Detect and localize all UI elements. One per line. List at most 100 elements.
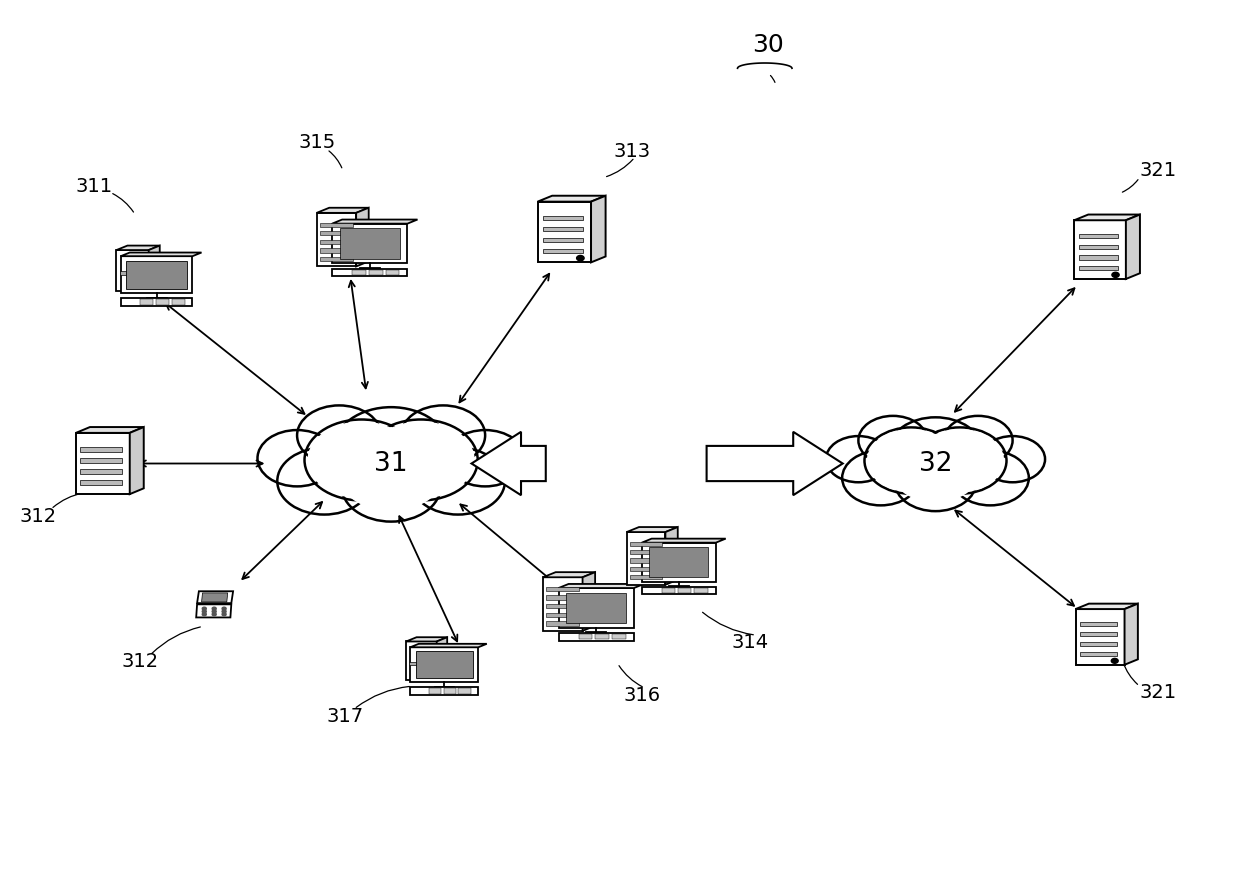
- Circle shape: [868, 430, 955, 492]
- Circle shape: [410, 448, 505, 515]
- Bar: [1080, 643, 1117, 646]
- Bar: [1080, 623, 1117, 626]
- Text: 317: 317: [327, 706, 363, 726]
- Circle shape: [445, 430, 525, 487]
- Polygon shape: [642, 539, 725, 543]
- Bar: [370, 269, 383, 275]
- Polygon shape: [202, 592, 228, 602]
- Bar: [409, 661, 434, 666]
- Bar: [650, 547, 708, 577]
- FancyBboxPatch shape: [120, 298, 192, 306]
- Bar: [613, 634, 626, 639]
- Bar: [630, 541, 662, 546]
- Text: 312: 312: [122, 652, 159, 671]
- Circle shape: [889, 418, 982, 484]
- Polygon shape: [538, 196, 605, 201]
- Polygon shape: [356, 208, 368, 267]
- Bar: [81, 458, 123, 463]
- Circle shape: [335, 407, 448, 488]
- Polygon shape: [76, 427, 144, 433]
- Polygon shape: [583, 572, 595, 630]
- Bar: [538, 201, 591, 262]
- Text: 311: 311: [76, 177, 113, 196]
- Polygon shape: [707, 432, 843, 495]
- Bar: [558, 633, 634, 641]
- Text: 32: 32: [919, 450, 952, 477]
- Bar: [410, 647, 479, 683]
- Text: 312: 312: [20, 507, 57, 525]
- Circle shape: [895, 453, 976, 511]
- Circle shape: [858, 416, 928, 465]
- Bar: [156, 299, 169, 305]
- Bar: [630, 567, 662, 571]
- Polygon shape: [543, 572, 595, 577]
- Circle shape: [363, 419, 477, 501]
- Bar: [543, 238, 583, 242]
- Bar: [543, 227, 583, 231]
- Bar: [1079, 255, 1118, 260]
- Bar: [558, 588, 634, 628]
- Circle shape: [401, 405, 485, 465]
- Bar: [662, 588, 675, 593]
- Bar: [630, 550, 662, 555]
- FancyBboxPatch shape: [410, 687, 479, 695]
- Circle shape: [298, 405, 381, 465]
- Bar: [126, 260, 187, 289]
- Polygon shape: [436, 638, 448, 680]
- Circle shape: [842, 450, 919, 505]
- Polygon shape: [316, 208, 368, 213]
- Bar: [117, 250, 149, 291]
- Bar: [630, 575, 662, 579]
- Circle shape: [212, 608, 216, 610]
- Bar: [678, 588, 692, 593]
- Bar: [444, 688, 456, 693]
- Circle shape: [202, 608, 206, 610]
- Polygon shape: [471, 432, 546, 495]
- Polygon shape: [1126, 215, 1140, 279]
- Polygon shape: [130, 427, 144, 494]
- Bar: [1074, 220, 1126, 279]
- Bar: [642, 587, 715, 594]
- Bar: [320, 257, 353, 261]
- Bar: [81, 448, 123, 452]
- Bar: [332, 268, 408, 276]
- Circle shape: [202, 613, 206, 615]
- Bar: [429, 688, 440, 693]
- Bar: [405, 641, 436, 680]
- Text: 30: 30: [753, 34, 785, 57]
- Bar: [320, 248, 353, 253]
- Polygon shape: [332, 220, 418, 223]
- Bar: [1080, 632, 1117, 637]
- Bar: [1075, 609, 1125, 665]
- Circle shape: [309, 422, 414, 498]
- Text: 314: 314: [732, 633, 769, 652]
- Text: 316: 316: [624, 685, 661, 705]
- Bar: [547, 613, 579, 617]
- Circle shape: [212, 613, 216, 615]
- Polygon shape: [405, 638, 448, 641]
- Text: 313: 313: [614, 141, 651, 161]
- Bar: [547, 622, 579, 625]
- Bar: [459, 688, 471, 693]
- Text: 321: 321: [1140, 683, 1177, 702]
- Bar: [81, 480, 123, 485]
- Bar: [579, 634, 593, 639]
- Circle shape: [944, 416, 1013, 465]
- Bar: [626, 532, 666, 585]
- Bar: [543, 249, 583, 253]
- Text: 321: 321: [1140, 161, 1177, 180]
- Circle shape: [913, 427, 1007, 494]
- Bar: [81, 470, 123, 474]
- Bar: [1079, 266, 1118, 270]
- Circle shape: [222, 610, 226, 613]
- Bar: [630, 558, 662, 562]
- Circle shape: [278, 448, 371, 515]
- Bar: [1080, 653, 1117, 656]
- Circle shape: [892, 440, 980, 502]
- Circle shape: [212, 610, 216, 613]
- Circle shape: [826, 436, 890, 482]
- Circle shape: [1112, 272, 1120, 277]
- Polygon shape: [1125, 604, 1138, 665]
- Circle shape: [577, 255, 584, 260]
- Circle shape: [342, 451, 440, 522]
